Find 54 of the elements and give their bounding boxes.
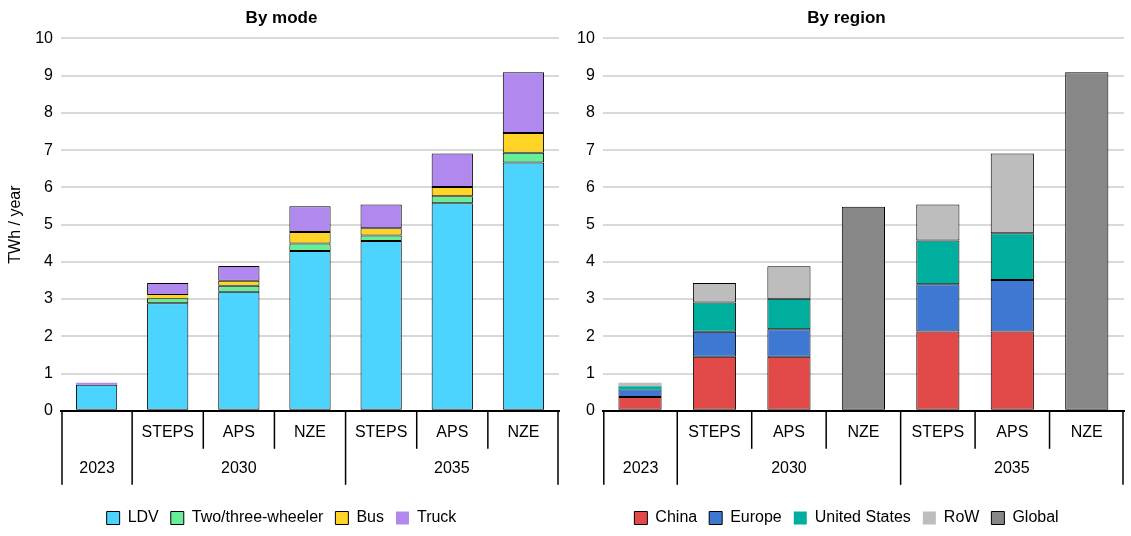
y-tick-label: 1 bbox=[585, 363, 595, 381]
legend-label: RoW bbox=[943, 508, 981, 526]
x-tick-label: NZE bbox=[847, 422, 880, 440]
x-tick-label: APS bbox=[772, 422, 805, 440]
x-tick-label: STEPS bbox=[688, 422, 741, 440]
y-tick-label: 4 bbox=[44, 252, 54, 270]
text: 2023 bbox=[622, 459, 659, 477]
y-tick-label: 2 bbox=[585, 326, 595, 344]
y-tick-label: 3 bbox=[585, 289, 595, 307]
legend-label: Europe bbox=[730, 508, 782, 526]
chart-title: By region bbox=[807, 7, 886, 27]
x-tick-label: STEPS bbox=[354, 422, 408, 440]
x-tick-label: STEPS bbox=[911, 422, 965, 440]
y-tick-label: 8 bbox=[44, 103, 54, 121]
y-tick-label: 0 bbox=[585, 401, 595, 419]
legend-label: Bus bbox=[356, 508, 384, 526]
y-tick-label: 0 bbox=[44, 401, 54, 419]
x-tick-label: APS bbox=[222, 422, 255, 440]
y-tick-label: 9 bbox=[44, 66, 54, 84]
legend-label: Truck bbox=[416, 508, 458, 526]
y-tick-label: 10 bbox=[577, 28, 595, 46]
x-tick-label: NZE bbox=[1070, 422, 1103, 440]
y-tick-label: 5 bbox=[585, 215, 595, 233]
y-axis-title: TWh / year bbox=[6, 184, 24, 264]
y-tick-label: 3 bbox=[44, 289, 54, 307]
y-tick-label: 1 bbox=[44, 363, 54, 381]
text: 2030 bbox=[221, 459, 257, 477]
legend-label: Global bbox=[1012, 508, 1059, 526]
legend-label: LDV bbox=[127, 508, 160, 526]
chart-title: By mode bbox=[245, 7, 318, 27]
y-tick-label: 7 bbox=[44, 140, 54, 158]
legend-label: Two/three-wheeler bbox=[191, 508, 325, 526]
text: 2035 bbox=[994, 459, 1030, 477]
x-tick-label: STEPS bbox=[141, 422, 194, 440]
x-tick-label: NZE bbox=[507, 422, 540, 440]
y-tick-label: 4 bbox=[585, 252, 595, 270]
y-tick-label: 9 bbox=[585, 66, 595, 84]
legend-label: United States bbox=[814, 508, 911, 526]
bar bbox=[618, 382, 662, 387]
bar bbox=[618, 386, 662, 390]
y-tick-label: 6 bbox=[44, 177, 54, 195]
x-tick-label: APS bbox=[996, 422, 1029, 440]
text: 2023 bbox=[79, 459, 115, 477]
x-tick-label: APS bbox=[436, 422, 469, 440]
y-tick-label: 10 bbox=[35, 28, 54, 46]
y-tick-label: 2 bbox=[44, 326, 54, 344]
x-tick-label: NZE bbox=[294, 422, 326, 440]
text: 2030 bbox=[771, 459, 807, 477]
legend-label: China bbox=[655, 508, 698, 526]
text: 2035 bbox=[433, 459, 470, 477]
y-tick-label: 6 bbox=[585, 177, 595, 195]
y-tick-label: 5 bbox=[44, 215, 54, 233]
y-tick-label: 8 bbox=[585, 103, 595, 121]
y-tick-label: 7 bbox=[585, 140, 595, 158]
